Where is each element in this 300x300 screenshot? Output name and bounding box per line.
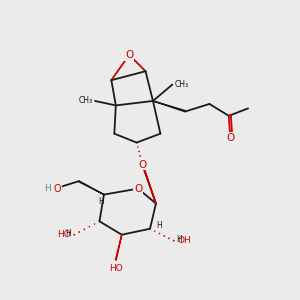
Text: CH₃: CH₃ bbox=[79, 96, 93, 105]
Text: O: O bbox=[125, 50, 133, 60]
Text: H: H bbox=[65, 229, 70, 238]
Text: H: H bbox=[157, 221, 162, 230]
Text: H: H bbox=[98, 196, 104, 206]
Polygon shape bbox=[79, 181, 104, 195]
Text: HO: HO bbox=[109, 264, 123, 273]
Text: H: H bbox=[44, 184, 50, 193]
Polygon shape bbox=[116, 235, 122, 260]
Polygon shape bbox=[142, 165, 156, 203]
Text: HO: HO bbox=[57, 230, 71, 239]
Text: CH₃: CH₃ bbox=[175, 80, 189, 88]
Text: O: O bbox=[53, 184, 61, 194]
Text: OH: OH bbox=[177, 236, 191, 245]
Text: H: H bbox=[177, 235, 182, 244]
Text: O: O bbox=[138, 160, 147, 170]
Text: O: O bbox=[226, 133, 234, 143]
Polygon shape bbox=[153, 101, 186, 112]
Text: O: O bbox=[134, 184, 142, 194]
